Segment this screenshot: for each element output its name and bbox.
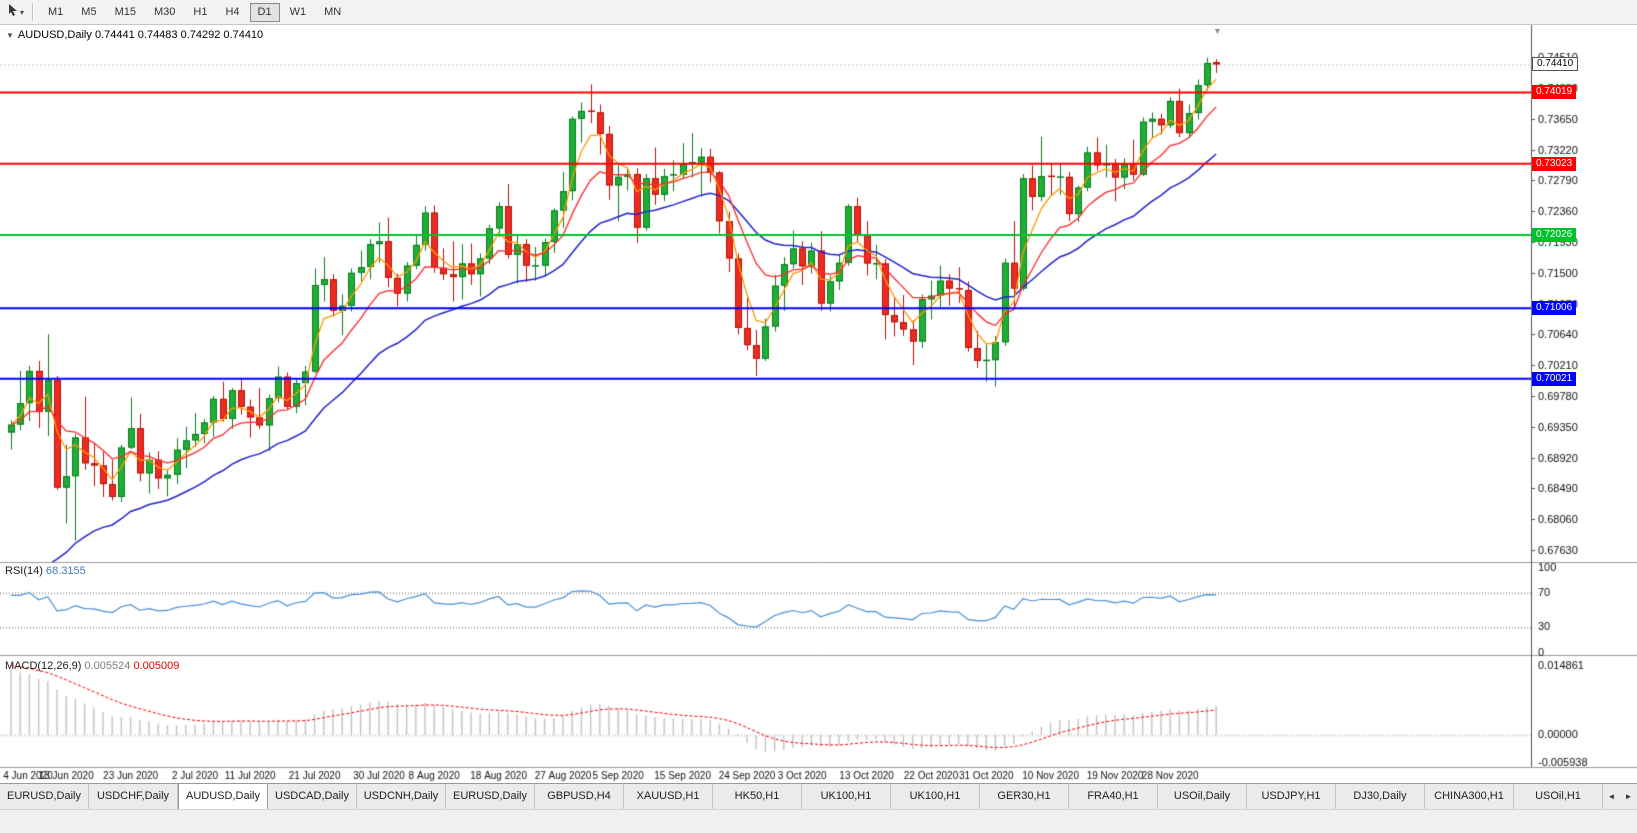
timeframe-button-d1[interactable]: D1 [249,2,280,22]
chart-tab-fra40-h1[interactable]: FRA40,H1 [1069,784,1158,809]
chart-shift-marker-icon[interactable]: ▼ [1213,26,1222,36]
chevron-down-icon: ▾ [20,7,25,17]
tabs-scroll-right-icon[interactable]: ► [1624,792,1633,801]
macd-signal-value: 0.005009 [133,660,180,672]
chart-tab-eurusd-daily[interactable]: EURUSD,Daily [446,784,535,809]
chart-tabs: EURUSD,Daily USDCHF,Daily AUDUSD,Daily USDC… [0,784,1603,809]
price-level-badge: 0.74019 [1532,85,1577,99]
chart-tab-usdcad-daily[interactable]: USDCAD,Daily [268,784,357,809]
chart-tab-hk50-h1[interactable]: HK50,H1 [713,784,802,809]
tabs-scroll-controls: ◄ ► [1603,784,1637,809]
rsi-indicator-label: RSI(14) 68.3155 [5,565,86,577]
current-price-badge: 0.74410 [1532,57,1579,71]
chart-area: ▼ AUDUSD,Daily 0.74441 0.74483 0.74292 0.… [0,25,1637,783]
one-click-trading-arrow-icon[interactable]: ▼ [6,31,14,40]
status-bar [0,809,1637,833]
macd-indicator-label: MACD(12,26,9) 0.005524 0.005009 [5,660,179,672]
macd-name: MACD(12,26,9) [5,660,82,672]
price-level-badge: 0.72026 [1532,228,1577,242]
timeframe-button-h4[interactable]: H4 [225,5,240,18]
macd-main-value: 0.005524 [84,660,131,672]
chart-tab-usdcnh-daily[interactable]: USDCNH,Daily [357,784,446,809]
timeframe-button-m5[interactable]: M5 [81,5,97,18]
chart-title: ▼ AUDUSD,Daily 0.74441 0.74483 0.74292 0.… [6,29,263,41]
tabs-scroll-left-icon[interactable]: ◄ [1607,792,1616,801]
chart-tab-usdjpy-h1[interactable]: USDJPY,H1 [1247,784,1336,809]
chart-tab-dj30-daily[interactable]: DJ30,Daily [1336,784,1425,809]
chart-tab-xauusd-h1[interactable]: XAUUSD,H1 [624,784,713,809]
chart-tab-gbpusd-h4[interactable]: GBPUSD,H4 [535,784,624,809]
chart-tab-china300-h1[interactable]: CHINA300,H1 [1425,784,1514,809]
timeframe-toolbar: ▾ M1 M5 M15 M30 H1 H4 D1 W1 MN [0,0,1637,25]
timeframe-button-m15[interactable]: M15 [114,5,136,18]
timeframe-button-mn[interactable]: MN [324,5,342,18]
chart-tab-usoil-daily[interactable]: USOil,Daily [1158,784,1247,809]
chart-tab-eurusd-daily[interactable]: EURUSD,Daily [0,784,89,809]
timeframe-button-m1[interactable]: M1 [48,5,64,18]
price-chart-canvas[interactable] [0,25,1637,783]
cursor-tool-button[interactable]: ▾ [3,1,27,23]
timeframe-button-w1[interactable]: W1 [289,5,307,18]
price-level-badge: 0.70021 [1532,372,1577,386]
chart-tab-audusd-daily[interactable]: AUDUSD,Daily [178,784,268,809]
chart-symbol-period: AUDUSD,Daily [17,29,92,41]
cursor-icon [6,3,19,21]
rsi-name: RSI(14) [5,565,43,577]
price-level-badge: 0.71006 [1532,301,1577,315]
chart-ohlc-values: 0.74441 0.74483 0.74292 0.74410 [94,29,264,41]
price-level-badge: 0.73023 [1532,157,1577,171]
timeframe-button-h1[interactable]: H1 [193,5,208,18]
chart-tab-usoil-h1[interactable]: USOil,H1 [1514,784,1603,809]
chart-tab-uk100-h1[interactable]: UK100,H1 [891,784,980,809]
chart-tab-usdchf-daily[interactable]: USDCHF,Daily [89,784,178,809]
chart-tab-uk100-h1[interactable]: UK100,H1 [802,784,891,809]
timeframe-button-m30[interactable]: M30 [153,5,176,18]
chart-tabs-bar: EURUSD,Daily USDCHF,Daily AUDUSD,Daily USDC… [0,783,1637,809]
toolbar-separator [32,3,35,21]
rsi-value: 68.3155 [45,565,86,577]
chart-tab-ger30-h1[interactable]: GER30,H1 [980,784,1069,809]
timeframe-buttons: M1 M5 M15 M30 H1 H4 D1 W1 MN [39,2,350,22]
